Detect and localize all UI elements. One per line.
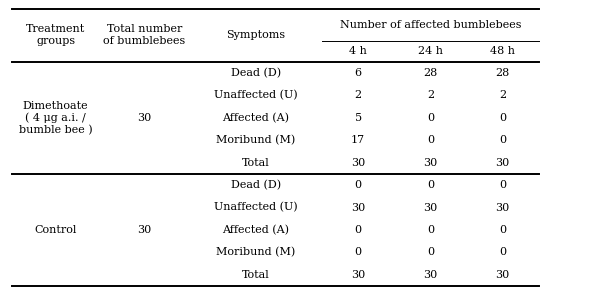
Text: 6: 6 [355,68,362,78]
Text: 0: 0 [499,135,506,145]
Text: 30: 30 [351,270,365,280]
Text: 30: 30 [495,270,510,280]
Text: Affected (A): Affected (A) [222,225,290,235]
Text: Unaffected (U): Unaffected (U) [214,90,297,100]
Text: 0: 0 [499,225,506,235]
Text: 0: 0 [499,113,506,123]
Text: 30: 30 [137,113,152,123]
Text: Dead (D): Dead (D) [231,180,281,190]
Text: 0: 0 [355,180,362,190]
Text: 0: 0 [355,225,362,235]
Text: 30: 30 [351,203,365,212]
Text: 30: 30 [495,203,510,212]
Text: 24 h: 24 h [418,46,443,56]
Text: Unaffected (U): Unaffected (U) [214,202,297,213]
Text: Dead (D): Dead (D) [231,68,281,78]
Text: 0: 0 [427,180,434,190]
Text: 2: 2 [355,90,362,100]
Text: 30: 30 [137,225,152,235]
Text: Control: Control [34,225,77,235]
Text: 17: 17 [351,135,365,145]
Text: 28: 28 [423,68,438,78]
Text: 4 h: 4 h [349,46,367,56]
Text: 0: 0 [427,225,434,235]
Text: 5: 5 [355,113,362,123]
Text: 0: 0 [427,248,434,258]
Text: 0: 0 [427,113,434,123]
Text: Dimethoate
( 4 μg a.i. /
bumble bee ): Dimethoate ( 4 μg a.i. / bumble bee ) [19,101,93,135]
Text: 2: 2 [427,90,434,100]
Text: Number of affected bumblebees: Number of affected bumblebees [340,20,521,30]
Text: Total: Total [242,158,270,168]
Text: 48 h: 48 h [490,46,515,56]
Text: Moribund (M): Moribund (M) [216,135,296,145]
Text: Total number
of bumblebees: Total number of bumblebees [104,24,185,46]
Text: 0: 0 [427,135,434,145]
Text: 28: 28 [495,68,510,78]
Text: 2: 2 [499,90,506,100]
Text: 0: 0 [499,248,506,258]
Text: 30: 30 [351,158,365,168]
Text: 0: 0 [499,180,506,190]
Text: Moribund (M): Moribund (M) [216,247,296,258]
Text: 0: 0 [355,248,362,258]
Text: 30: 30 [423,158,438,168]
Text: 30: 30 [495,158,510,168]
Text: Total: Total [242,270,270,280]
Text: Affected (A): Affected (A) [222,112,290,123]
Text: Treatment
groups: Treatment groups [26,24,85,46]
Text: 30: 30 [423,270,438,280]
Text: Symptoms: Symptoms [226,30,285,40]
Text: 30: 30 [423,203,438,212]
